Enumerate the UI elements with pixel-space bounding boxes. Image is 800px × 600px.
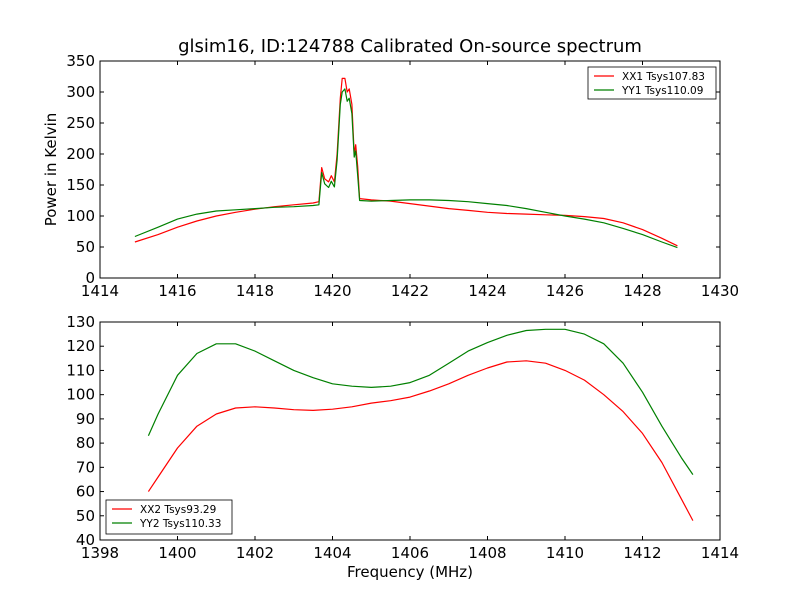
x-tick-label: 1408 (468, 544, 506, 562)
y-tick-label: 0 (85, 269, 95, 287)
top-panel-power-spectrum: 1414 1416 1418 1420 1422 1424 1426 1428 1430 0 50 1… (42, 52, 739, 300)
x-tick-label: 1414 (81, 282, 119, 300)
y-tick-label: 70 (76, 458, 95, 476)
y-tick-label: 50 (76, 507, 95, 525)
y-tick-label: 50 (76, 238, 95, 256)
y-tick-label: 100 (66, 207, 95, 225)
series-line-1-2 (134, 88, 678, 249)
x-tick-label: 1428 (623, 282, 661, 300)
y-tick-label: 130 (66, 313, 95, 331)
x-tick-label: 1400 (158, 544, 196, 562)
y-tick-label: 110 (66, 361, 95, 379)
legend-box (587, 66, 717, 100)
x-tick-label: 1420 (313, 282, 351, 300)
x-tick-label: 1398 (81, 544, 119, 562)
y-tick-label: 90 (76, 410, 95, 428)
x-tick-label: 1404 (313, 544, 351, 562)
y-tick-label: 150 (66, 176, 95, 194)
y-tick-label: 300 (66, 83, 95, 101)
x-tick-label: 1406 (391, 544, 429, 562)
y-tick-label: 100 (66, 386, 95, 404)
x-tick-label: 1426 (546, 282, 584, 300)
legend: XX1 Tsys107.83 YY1 Tsys110.09 (587, 66, 717, 100)
legend-box (105, 499, 233, 535)
x-tick-label: 1422 (391, 282, 429, 300)
y-tick-label: 200 (66, 145, 95, 163)
x-tick-label: 1424 (468, 282, 506, 300)
x-tick-label: 1410 (546, 544, 584, 562)
x-tick-label: 1414 (701, 544, 739, 562)
legend-entry: XX2 Tsys93.29 (140, 504, 216, 516)
legend: XX2 Tsys93.29 YY2 Tsys110.33 (105, 499, 233, 535)
series-line-2-2 (147, 328, 694, 475)
y-tick-label: 60 (76, 483, 95, 501)
series-line-1-1 (134, 77, 678, 247)
x-tick-label: 1430 (701, 282, 739, 300)
y-tick-label: 40 (76, 531, 95, 549)
bottom-panel-frequency-spectrum: 1398 1400 1402 1404 1406 1408 1410 1412 1414 40 50… (66, 313, 739, 581)
y-tick-label: 350 (66, 52, 95, 70)
legend-entry: YY2 Tsys110.33 (139, 518, 221, 530)
y-tick-label: 250 (66, 114, 95, 132)
x-axis-label: Frequency (MHz) (347, 563, 473, 581)
x-tick-label: 1402 (236, 544, 274, 562)
y-tick-label: 120 (66, 337, 95, 355)
legend-entry: XX1 Tsys107.83 (622, 71, 705, 83)
y-axis-label: Power in Kelvin (42, 113, 60, 227)
y-tick-label: 80 (76, 434, 95, 452)
x-tick-label: 1416 (158, 282, 196, 300)
x-tick-label: 1418 (236, 282, 274, 300)
x-tick-label: 1412 (623, 544, 661, 562)
series-line-2-1 (147, 360, 694, 521)
figure-title: glsim16, ID:124788 Calibrated On-source … (178, 36, 642, 57)
legend-entry: YY1 Tsys110.09 (621, 85, 703, 97)
